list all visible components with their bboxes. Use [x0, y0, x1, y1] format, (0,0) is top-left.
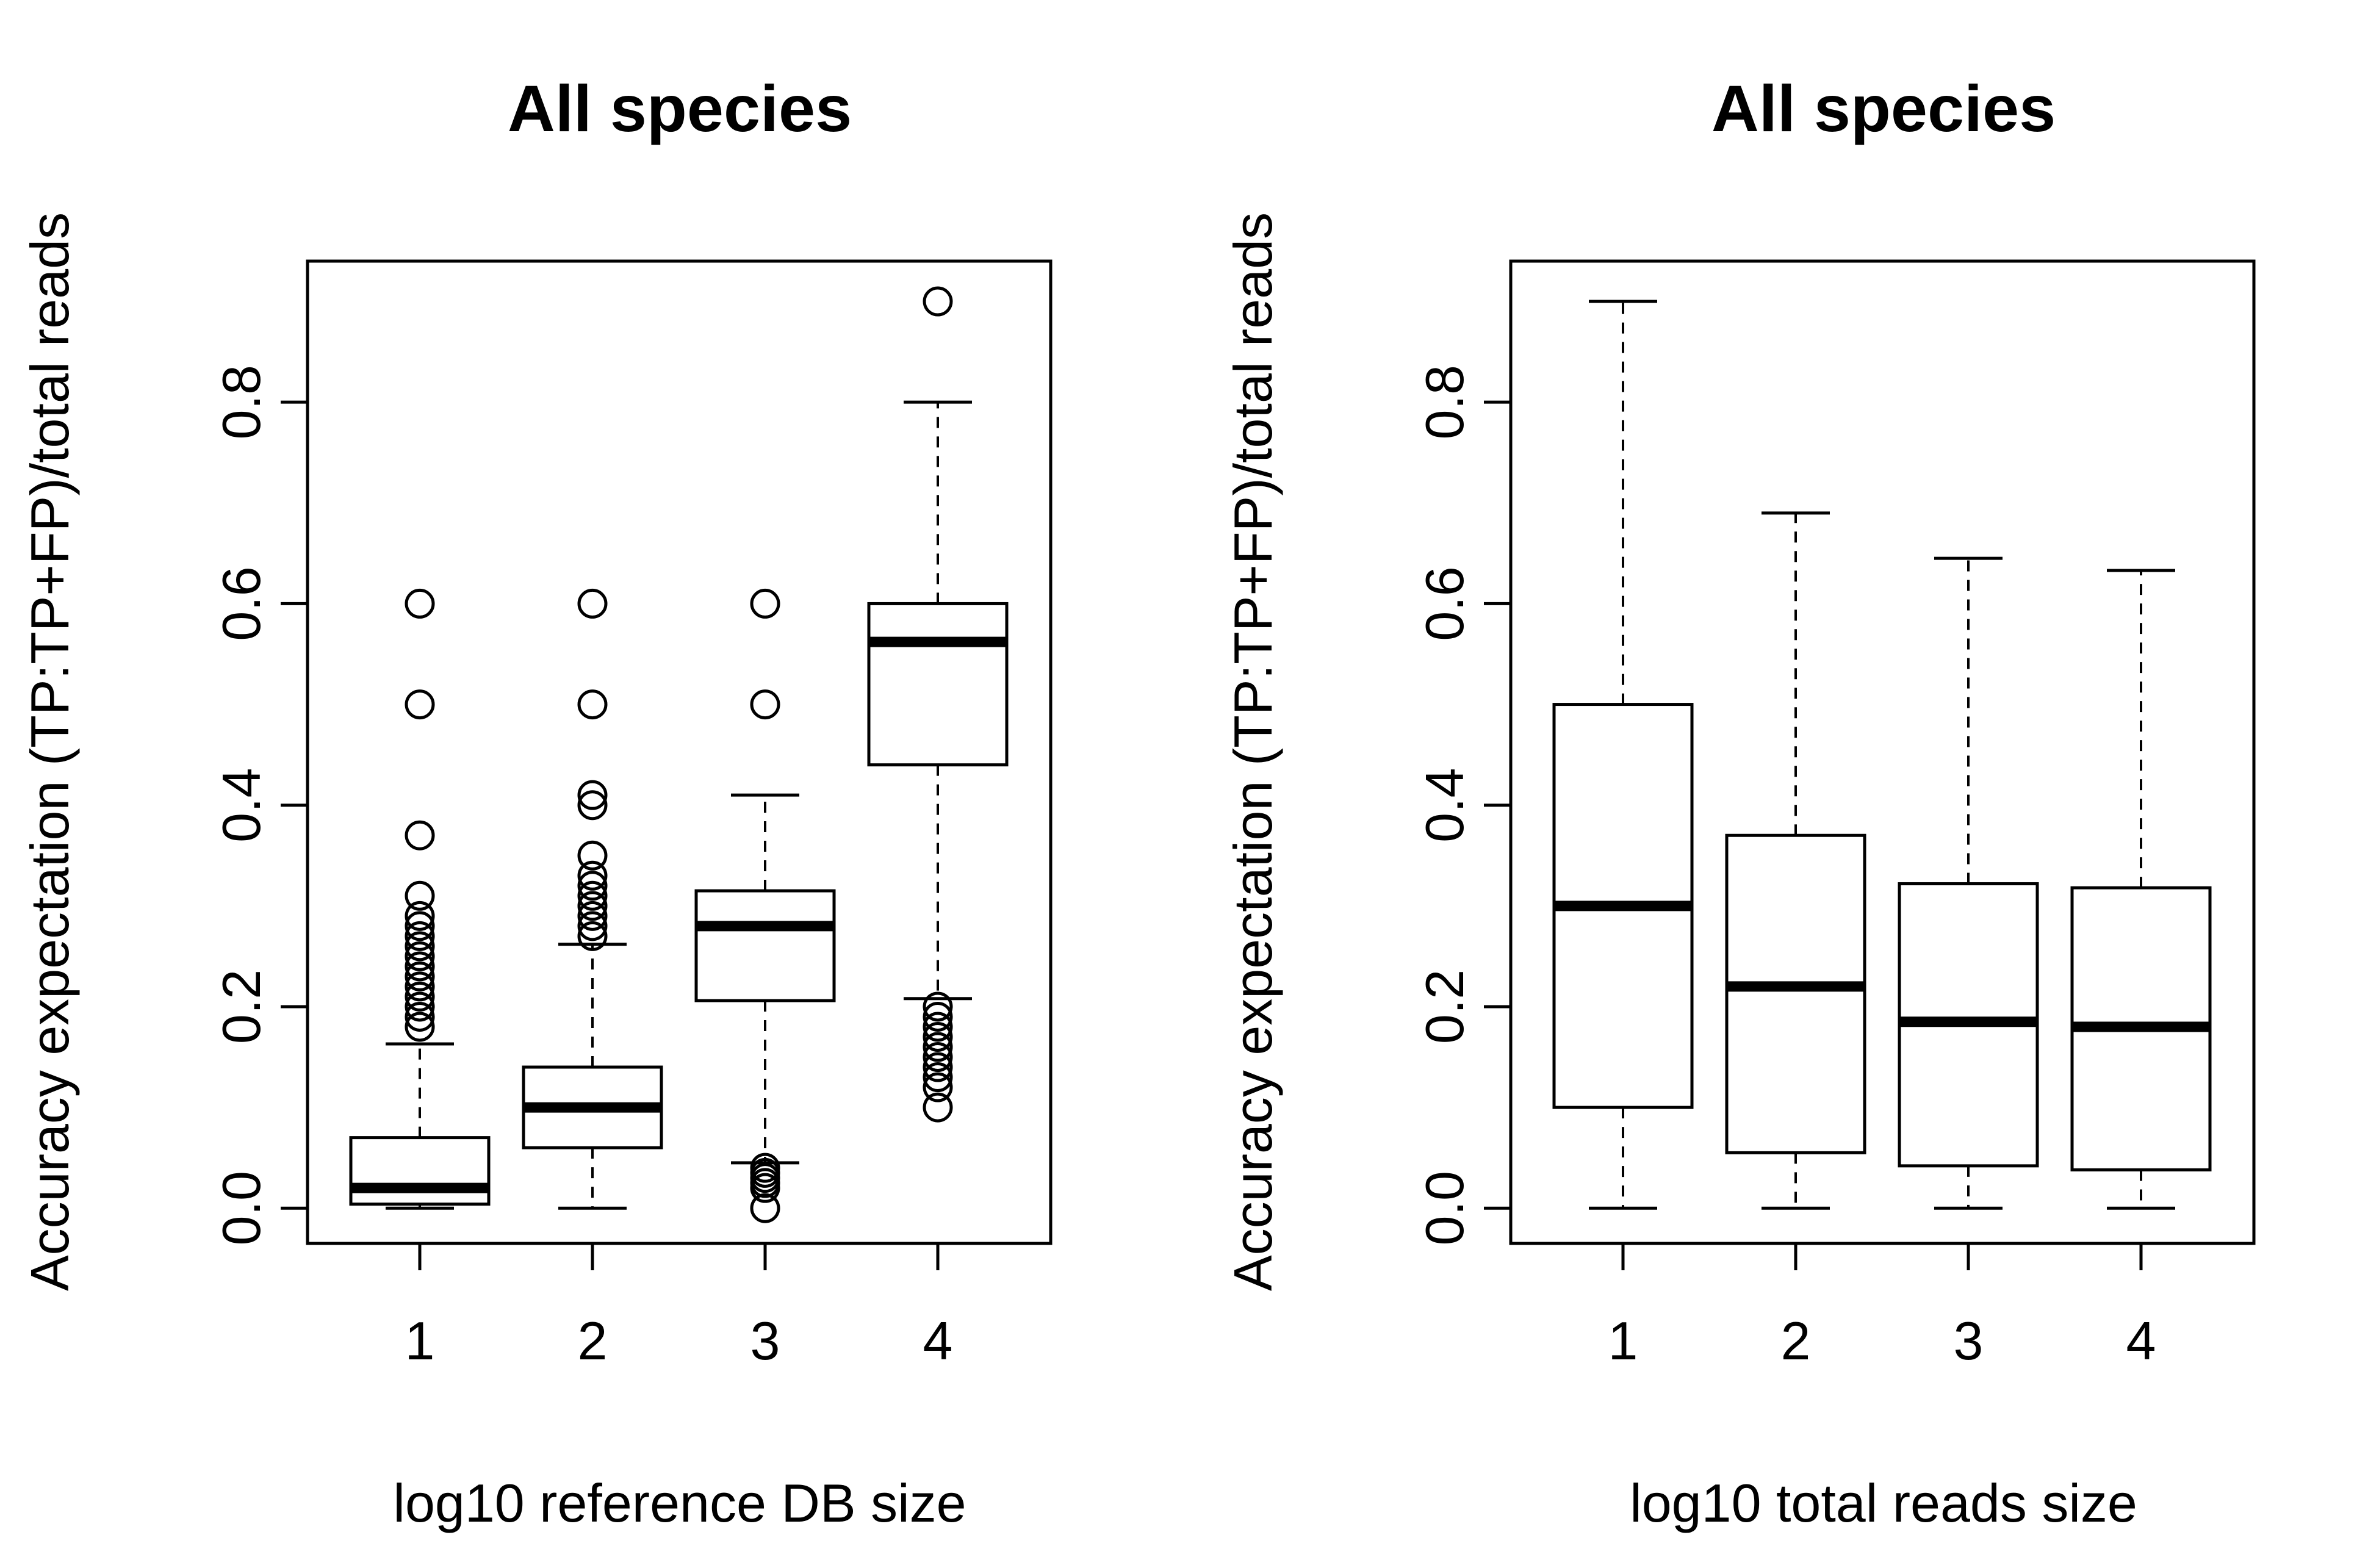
outlier-point: [923, 991, 953, 1022]
box-group-2: [1725, 511, 1866, 1210]
panel-1-title: All species: [508, 71, 852, 145]
x-tick-label: 2: [1781, 1311, 1811, 1371]
y-tick-label: 0.6: [211, 566, 272, 641]
outlier-point: [750, 689, 780, 720]
outlier-point: [923, 1032, 953, 1062]
y-tick-label: 0.4: [211, 768, 272, 843]
outlier-point: [750, 1153, 780, 1183]
x-tick-label: 4: [2126, 1311, 2156, 1371]
panel-2-y-axis-label: Accuracy expectation (TP:TP+FP)/total re…: [1223, 212, 1283, 1291]
outlier-point: [405, 820, 435, 851]
box-group-3: [694, 588, 836, 1223]
iqr-box: [694, 889, 836, 1002]
outlier-point: [405, 1001, 435, 1032]
panel-total-reads: All species Accuracy expectation (TP:TP+…: [1223, 71, 2256, 1533]
y-tick-label: 0.0: [1414, 1171, 1475, 1245]
panel-2-x-axis: 1 2 3 4: [1608, 1243, 2156, 1371]
box-group-2: [522, 588, 663, 1210]
outlier-point: [923, 1001, 953, 1032]
outlier-point: [923, 286, 953, 317]
box-group-3: [1898, 556, 2039, 1210]
outlier-point: [405, 880, 435, 911]
outlier-point: [577, 871, 608, 901]
outlier-point: [577, 860, 608, 891]
outlier-point: [923, 1062, 953, 1093]
outlier-point: [923, 1021, 953, 1052]
panel-reference-db: All species Accuracy expectation (TP:TP+…: [20, 71, 1053, 1533]
y-tick-label: 0.2: [211, 969, 272, 1044]
y-tick-label: 0.4: [1414, 768, 1475, 843]
y-tick-label: 0.2: [1414, 969, 1475, 1044]
outlier-point: [405, 961, 435, 991]
panel-1-x-axis-label: log10 reference DB size: [393, 1473, 966, 1533]
outlier-point: [405, 991, 435, 1022]
y-tick-label: 0.0: [211, 1171, 272, 1245]
outlier-point: [405, 951, 435, 982]
outlier-point: [923, 1012, 953, 1042]
box-group-1: [349, 588, 491, 1210]
panel-1-x-axis: 1 2 3 4: [405, 1243, 953, 1371]
outlier-point: [577, 891, 608, 921]
outlier-point: [577, 921, 608, 951]
x-tick-label: 1: [1608, 1311, 1638, 1371]
outlier-point: [405, 931, 435, 962]
box-group-1: [1552, 300, 1694, 1210]
y-tick-label: 0.8: [211, 365, 272, 439]
outlier-point: [405, 689, 435, 720]
outlier-point: [405, 901, 435, 931]
box-group-4: [867, 286, 1009, 1123]
outlier-point: [405, 1012, 435, 1042]
box-group-4: [2070, 569, 2212, 1210]
outlier-point: [405, 921, 435, 951]
outlier-point: [750, 588, 780, 619]
outlier-point: [577, 790, 608, 821]
outlier-point: [750, 1193, 780, 1223]
outlier-point: [405, 971, 435, 1002]
outlier-point: [577, 911, 608, 941]
outlier-point: [577, 880, 608, 911]
iqr-box: [349, 1136, 491, 1206]
panel-2-boxes: [1552, 300, 2212, 1210]
outlier-point: [923, 1042, 953, 1073]
outlier-point: [923, 1052, 953, 1082]
x-tick-label: 1: [405, 1311, 435, 1371]
outlier-point: [923, 1072, 953, 1102]
x-tick-label: 3: [1954, 1311, 1984, 1371]
x-tick-label: 3: [750, 1311, 780, 1371]
outlier-point: [923, 1092, 953, 1123]
y-tick-label: 0.8: [1414, 365, 1475, 439]
outlier-point: [577, 689, 608, 720]
x-tick-label: 2: [578, 1311, 608, 1371]
panel-2-x-axis-label: log10 total reads size: [1630, 1473, 2137, 1533]
outlier-point: [577, 780, 608, 810]
iqr-box: [1725, 833, 1866, 1154]
outlier-point: [577, 901, 608, 931]
iqr-box: [867, 602, 1009, 767]
outlier-point: [405, 941, 435, 971]
outlier-point: [405, 588, 435, 619]
panel-2-title: All species: [1711, 71, 2056, 145]
outlier-point: [405, 981, 435, 1012]
panel-1-y-axis: 0.0 0.2 0.4 0.6 0.8: [211, 365, 309, 1245]
outlier-point: [577, 840, 608, 871]
panel-1-y-axis-label: Accuracy expectation (TP:TP+FP)/total re…: [20, 212, 80, 1291]
panel-1-boxes: [349, 286, 1009, 1223]
outlier-point: [405, 911, 435, 941]
outlier-point: [577, 588, 608, 619]
x-tick-label: 4: [923, 1311, 953, 1371]
panel-2-y-axis: 0.0 0.2 0.4 0.6 0.8: [1414, 365, 1513, 1245]
y-tick-label: 0.6: [1414, 566, 1475, 641]
